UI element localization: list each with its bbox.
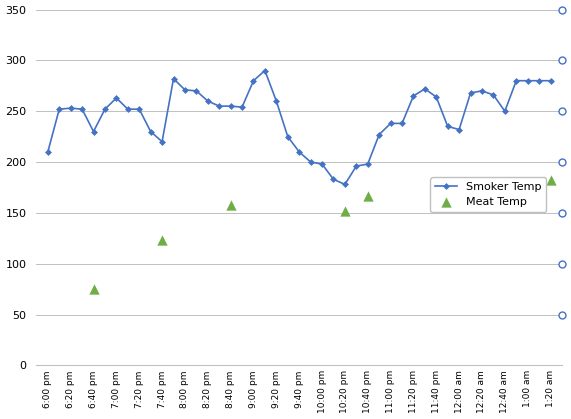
Smoker Temp	[387, 121, 394, 126]
Smoker Temp	[56, 107, 63, 112]
Smoker Temp	[136, 107, 143, 112]
Smoker Temp	[124, 107, 131, 112]
Meat Temp	[546, 177, 555, 184]
Smoker Temp	[273, 98, 280, 103]
Smoker Temp	[170, 76, 177, 81]
Smoker Temp	[216, 103, 223, 109]
Smoker Temp	[490, 93, 497, 98]
Smoker Temp	[501, 109, 508, 114]
Legend: Smoker Temp, Meat Temp: Smoker Temp, Meat Temp	[431, 177, 546, 212]
Smoker Temp	[478, 88, 485, 93]
Smoker Temp	[364, 162, 371, 167]
Smoker Temp	[250, 78, 257, 83]
Smoker Temp	[45, 149, 51, 154]
Smoker Temp	[353, 163, 360, 168]
Smoker Temp	[467, 91, 474, 96]
Smoker Temp	[90, 129, 97, 134]
Smoker Temp	[536, 78, 542, 83]
Smoker Temp	[376, 132, 383, 137]
Meat Temp	[340, 207, 349, 214]
Line: Smoker Temp: Smoker Temp	[46, 68, 553, 186]
Smoker Temp	[67, 106, 74, 111]
Smoker Temp	[296, 149, 303, 154]
Smoker Temp	[547, 78, 554, 83]
Smoker Temp	[79, 107, 86, 112]
Smoker Temp	[456, 127, 463, 132]
Smoker Temp	[410, 93, 417, 98]
Smoker Temp	[444, 124, 451, 129]
Smoker Temp	[284, 134, 291, 139]
Meat Temp	[226, 202, 235, 208]
Smoker Temp	[513, 78, 520, 83]
Smoker Temp	[399, 121, 405, 126]
Meat Temp	[500, 182, 509, 189]
Smoker Temp	[159, 139, 166, 144]
Smoker Temp	[147, 129, 154, 134]
Smoker Temp	[319, 162, 325, 167]
Meat Temp	[432, 194, 441, 201]
Smoker Temp	[113, 96, 120, 101]
Smoker Temp	[330, 177, 337, 182]
Smoker Temp	[524, 78, 531, 83]
Meat Temp	[523, 181, 532, 188]
Smoker Temp	[307, 160, 314, 165]
Smoker Temp	[433, 94, 440, 99]
Smoker Temp	[102, 107, 108, 112]
Smoker Temp	[262, 68, 268, 73]
Meat Temp	[89, 286, 98, 292]
Smoker Temp	[193, 88, 200, 93]
Smoker Temp	[227, 103, 234, 109]
Smoker Temp	[421, 86, 428, 91]
Smoker Temp	[182, 87, 188, 92]
Meat Temp	[363, 192, 372, 199]
Smoker Temp	[204, 98, 211, 103]
Meat Temp	[158, 237, 167, 244]
Smoker Temp	[341, 182, 348, 187]
Smoker Temp	[239, 105, 246, 110]
